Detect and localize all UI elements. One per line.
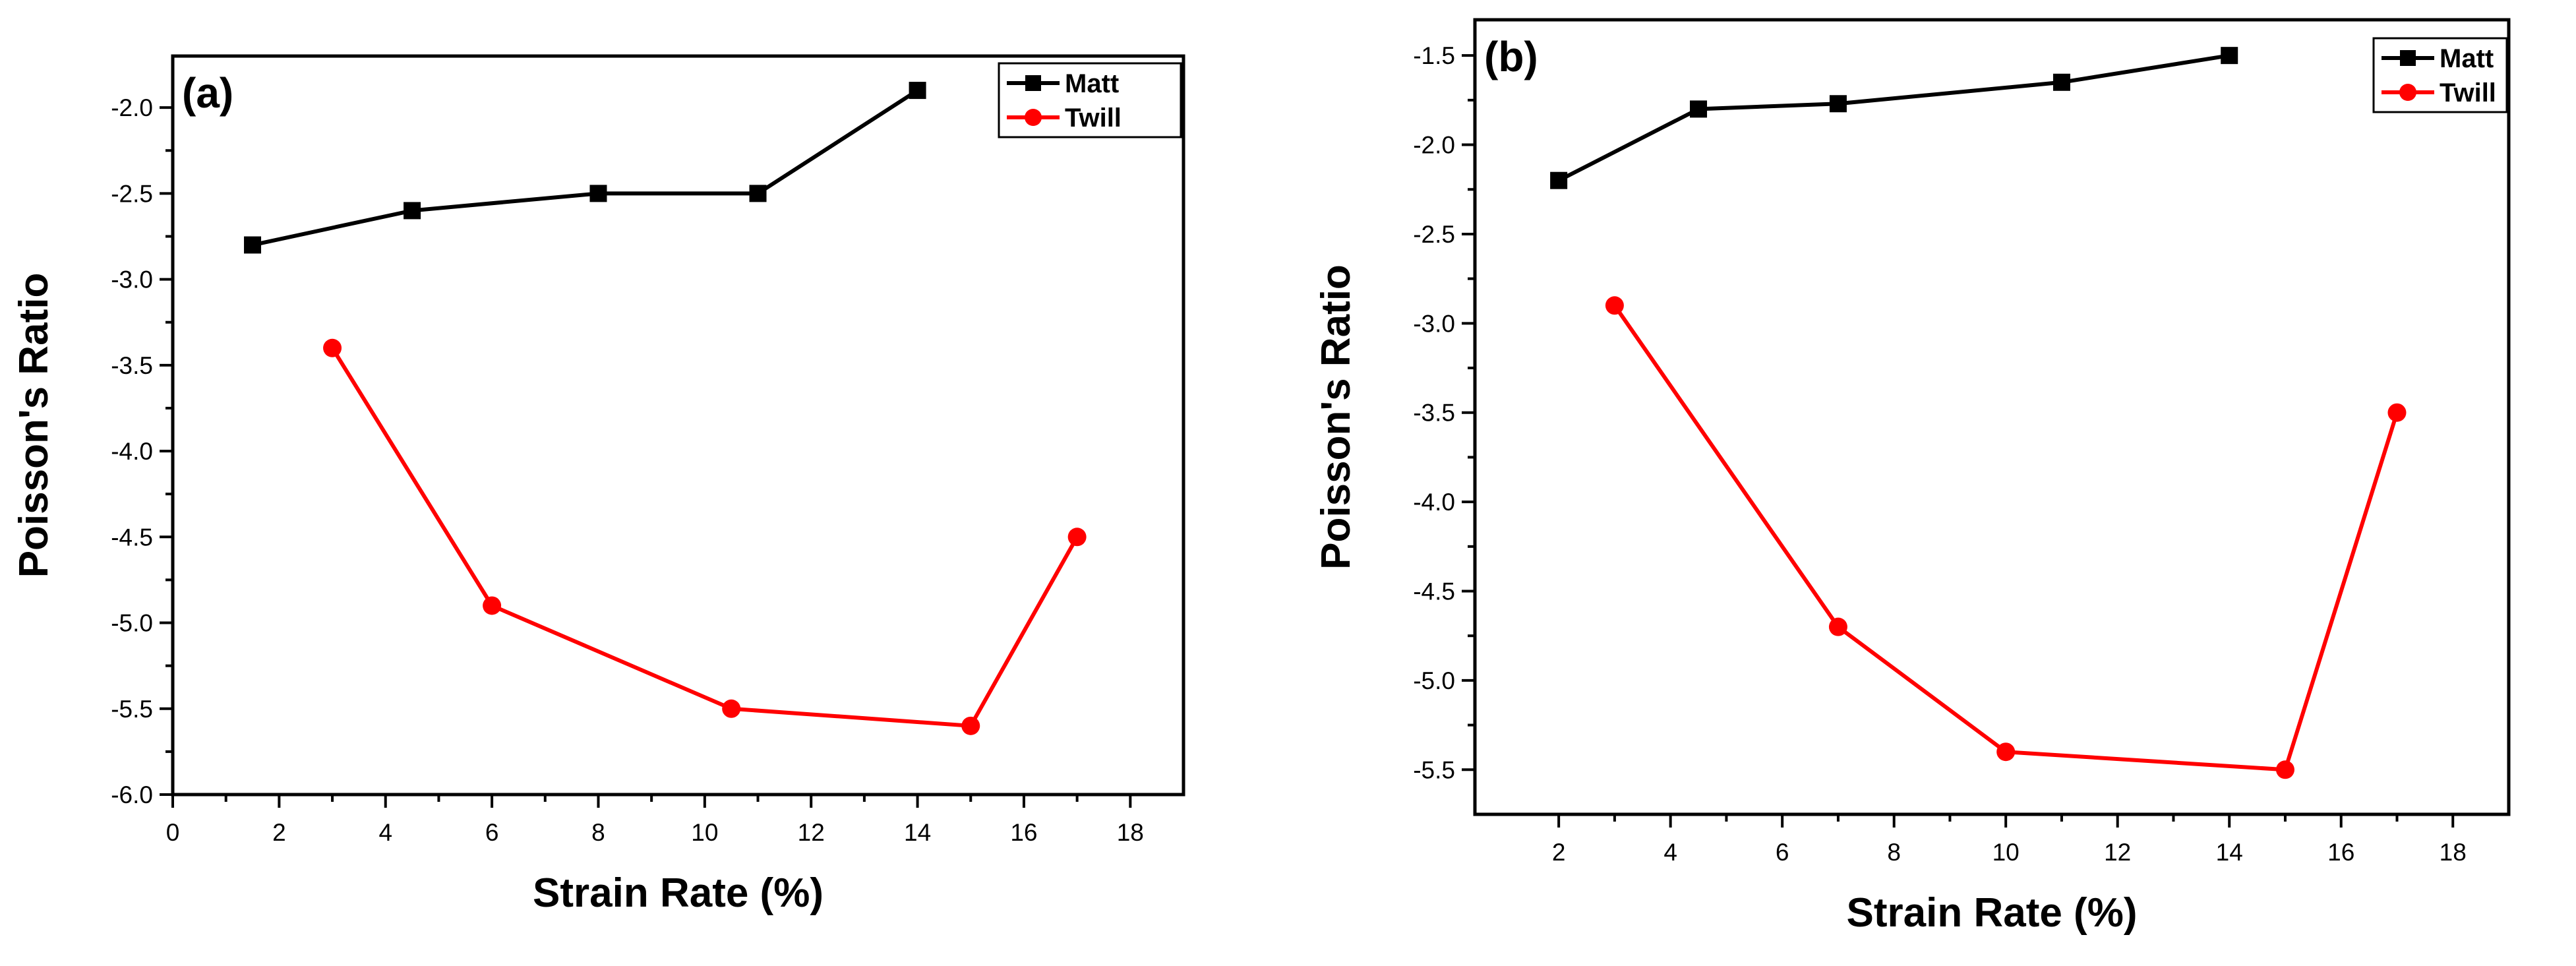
chart-panel-b: -5.5 -5.0 -4.5 -4.0 -3.5 -3.0 -2.5 -2.0 -1.5 2 4 6 8… <box>1313 18 2511 936</box>
series-matt <box>1550 47 2238 189</box>
y-tick-label: -2.5 <box>1413 221 1455 248</box>
x-tick-label: 10 <box>1992 839 2020 866</box>
x-tick-label: 2 <box>1552 839 1566 866</box>
legend-label: Matt <box>2440 44 2494 73</box>
series-line-twill <box>1613 304 2399 772</box>
data-point <box>1690 100 1708 118</box>
y-tick-label: -4.0 <box>111 438 153 465</box>
legend-marker <box>2400 50 2416 66</box>
data-point <box>323 338 342 357</box>
y-tick-label: -3.5 <box>111 352 153 379</box>
data-point <box>749 185 767 202</box>
data-point <box>1829 95 1847 113</box>
series-line-twill <box>330 347 1079 728</box>
x-tick-label: 10 <box>691 819 718 846</box>
legend-marker <box>2399 84 2416 101</box>
x-tick-label: 16 <box>2327 839 2354 866</box>
x-axis-title: Strain Rate (%) <box>533 870 824 916</box>
data-point <box>2275 760 2294 779</box>
legend: Matt Twill <box>2372 37 2508 113</box>
y-tick-label: -1.5 <box>1413 42 1455 69</box>
x-tick-label: 0 <box>166 819 180 846</box>
panel-label: (b) <box>1484 33 1538 80</box>
x-tick-label: 18 <box>2440 839 2467 866</box>
data-point <box>2221 47 2238 65</box>
y-tick-label: -2.5 <box>111 180 153 207</box>
y-tick-label: -3.0 <box>1413 310 1455 337</box>
data-point <box>404 202 421 220</box>
data-point <box>483 596 502 615</box>
data-point <box>722 699 741 718</box>
x-tick-label: 16 <box>1010 819 1037 846</box>
x-tick-label: 12 <box>798 819 825 846</box>
data-point <box>244 236 262 254</box>
legend-marker <box>1025 109 1042 126</box>
y-tick-label: -3.0 <box>111 266 153 293</box>
panel-label: (a) <box>182 69 233 117</box>
y-tick-label: -6.0 <box>111 781 153 808</box>
data-point <box>1067 528 1087 547</box>
y-tick-label: -5.0 <box>111 610 153 637</box>
x-tick-label: 14 <box>904 819 931 846</box>
legend-marker <box>1025 75 1041 91</box>
y-tick-label: -2.0 <box>1413 132 1455 159</box>
y-axis-title: Poisson's Ratio <box>11 273 57 578</box>
legend-box <box>2372 37 2508 113</box>
x-tick-label: 2 <box>272 819 286 846</box>
x-tick-label: 8 <box>1887 839 1901 866</box>
data-point <box>1828 617 1847 636</box>
plot-frame <box>1473 18 2511 816</box>
series-line-matt <box>252 88 919 247</box>
y-tick-label: -4.0 <box>1413 489 1455 516</box>
data-point <box>961 716 980 735</box>
legend: Matt Twill <box>998 62 1182 138</box>
series-line-matt <box>1557 53 2230 183</box>
y-tick-label: -3.5 <box>1413 400 1455 427</box>
data-point <box>2052 73 2070 91</box>
chart-panel-a: -6.0 -5.5 -5.0 -4.5 -4.0 -3.5 -3.0 -2.5 -2.0 0 2 4 6… <box>11 54 1185 916</box>
x-tick-label: 18 <box>1117 819 1144 846</box>
y-tick-label: -5.5 <box>1413 756 1455 783</box>
data-point <box>2387 403 2407 422</box>
y-axis-title: Poisson's Ratio <box>1313 264 1359 570</box>
data-point <box>589 185 607 202</box>
y-tick-label: -4.5 <box>1413 578 1455 605</box>
series-twill <box>1605 296 2407 779</box>
y-tick-label: -5.5 <box>111 696 153 723</box>
x-tick-label: 4 <box>1663 839 1677 866</box>
y-tick-label: -5.0 <box>1413 667 1455 694</box>
y-tick-label: -2.0 <box>111 94 153 121</box>
data-point <box>1996 742 2016 762</box>
legend-label: Matt <box>1065 69 1119 98</box>
y-tick-label: -4.5 <box>111 524 153 551</box>
x-axis-title: Strain Rate (%) <box>1847 890 2138 936</box>
legend-label: Twill <box>2440 78 2496 107</box>
data-point <box>1550 171 1568 189</box>
x-tick-label: 4 <box>378 819 392 846</box>
plot-frame <box>171 54 1185 797</box>
legend-label: Twill <box>1065 104 1122 133</box>
x-tick-label: 14 <box>2216 839 2243 866</box>
x-tick-label: 8 <box>591 819 605 846</box>
data-point <box>909 82 926 100</box>
series-twill <box>323 338 1087 735</box>
x-tick-label: 6 <box>1776 839 1789 866</box>
series-matt <box>244 82 926 254</box>
data-point <box>1605 296 1624 315</box>
x-tick-label: 12 <box>2104 839 2131 866</box>
x-tick-label: 6 <box>485 819 499 846</box>
